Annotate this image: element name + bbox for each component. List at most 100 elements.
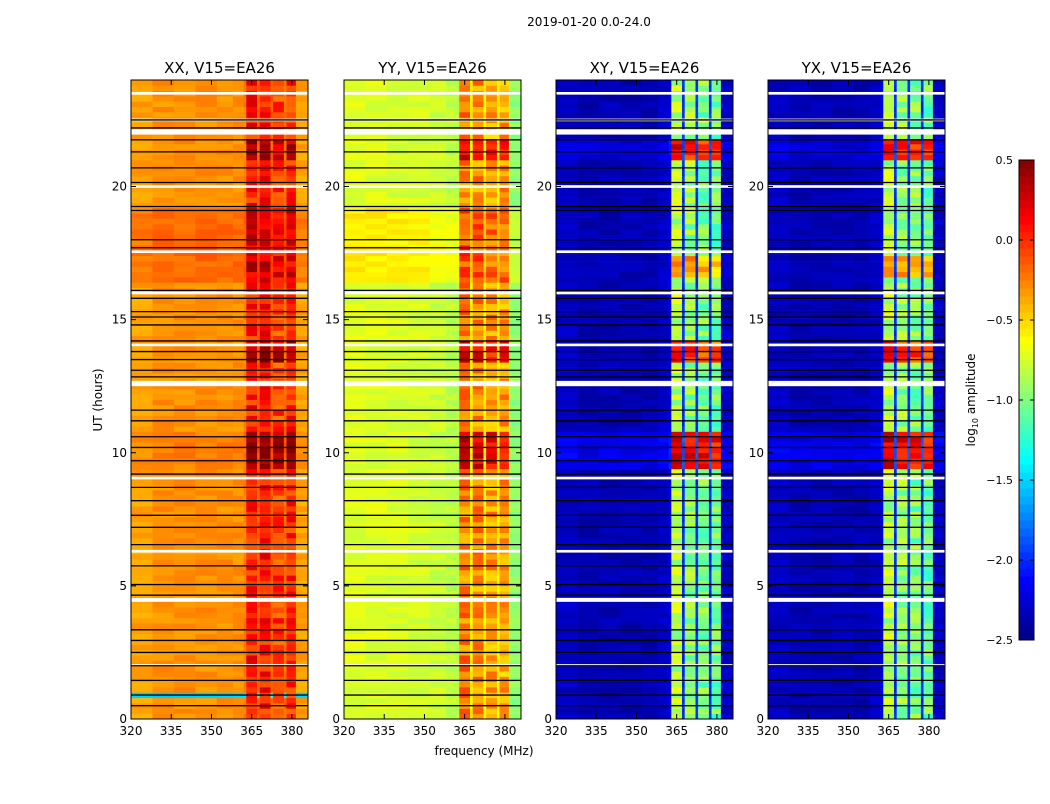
heatmap-cell [473, 447, 484, 453]
heatmap-cell [131, 277, 153, 283]
heatmap-cell [685, 618, 696, 624]
heatmap-cell [712, 527, 722, 533]
heatmap-cell [599, 394, 621, 400]
heatmap-cell [671, 410, 682, 416]
heatmap-cell [244, 155, 247, 161]
heatmap-cell [273, 559, 284, 565]
heatmap-cell [174, 171, 196, 177]
heatmap-cell [430, 517, 447, 523]
heatmap-cell [473, 266, 484, 272]
heatmap-cell [470, 575, 473, 581]
heatmap-cell [174, 298, 196, 304]
heatmap-cell [500, 373, 510, 379]
heatmap-cell [620, 618, 642, 624]
heatmap-cell [500, 501, 510, 507]
heatmap-cell [556, 655, 578, 661]
heatmap-cell [153, 618, 175, 624]
heatmap-cell [500, 645, 510, 651]
heatmap-cell [131, 586, 153, 592]
heatmap-cell [620, 613, 642, 619]
heatmap-cell [366, 437, 388, 443]
heatmap-cell [430, 410, 447, 416]
heatmap-cell [682, 325, 685, 331]
heatmap-cell [296, 511, 309, 517]
heatmap-cell [721, 666, 734, 672]
heatmap-cell [287, 352, 297, 358]
heatmap-cell [599, 330, 621, 336]
heatmap-cell [131, 112, 153, 118]
heatmap-cell [457, 463, 460, 469]
heatmap-cell [131, 682, 153, 688]
heatmap-cell [131, 634, 153, 640]
heatmap-cell [408, 634, 430, 640]
heatmap-cell [712, 698, 722, 704]
heatmap-cell [233, 676, 244, 682]
heatmap-cell [273, 389, 284, 395]
heatmap-cell [131, 666, 153, 672]
heatmap-cell [174, 352, 196, 358]
heatmap-cell [430, 144, 447, 150]
heatmap-cell [457, 501, 460, 507]
heatmap-cell [260, 527, 271, 533]
heatmap-cell [344, 591, 366, 597]
heatmap-cell [195, 256, 217, 262]
heatmap-cell [244, 607, 247, 613]
heatmap-cell [366, 400, 388, 406]
heatmap-cell [287, 80, 297, 86]
heatmap-cell [500, 506, 510, 512]
heatmap-cell [260, 325, 271, 331]
heatmap-cell [470, 591, 473, 597]
heatmap-cell [344, 96, 366, 102]
heatmap-cell [153, 687, 175, 693]
heatmap-cell [195, 101, 217, 107]
heatmap-cell [153, 272, 175, 278]
heatmap-cell [470, 282, 473, 288]
heatmap-cell [459, 666, 470, 672]
heatmap-cell [174, 197, 196, 203]
heatmap-cell [459, 708, 470, 714]
heatmap-cell [217, 394, 234, 400]
heatmap-cell [642, 623, 659, 629]
heatmap-cell [366, 453, 388, 459]
heatmap-cell [446, 453, 457, 459]
heatmap-cell [387, 666, 409, 672]
heatmap-cell [287, 362, 297, 368]
heatmap-cell [260, 85, 271, 91]
heatmap-cell [671, 389, 682, 395]
heatmap-cell [658, 554, 669, 560]
heatmap-cell [721, 581, 734, 587]
heatmap-cell [556, 447, 578, 453]
heatmap-cell [556, 559, 578, 565]
heatmap-cell [260, 618, 271, 624]
heatmap-cell [486, 437, 497, 443]
heatmap-cell [174, 240, 196, 246]
heatmap-cell [685, 453, 696, 459]
heatmap-cell [366, 602, 388, 608]
heatmap-cell [457, 155, 460, 161]
heatmap-cell [246, 107, 257, 113]
heatmap-cell [712, 330, 722, 336]
heatmap-cell [287, 527, 297, 533]
heatmap-cell [195, 511, 217, 517]
heatmap-cell [642, 490, 659, 496]
heatmap-cell [459, 213, 470, 219]
heatmap-cell [153, 192, 175, 198]
heatmap-cell [470, 176, 473, 182]
heatmap-cell [669, 533, 672, 539]
heatmap-cell [509, 602, 522, 608]
heatmap-cell [217, 602, 234, 608]
heatmap-cell [642, 698, 659, 704]
heatmap-cell [500, 613, 510, 619]
heatmap-cell [500, 96, 510, 102]
heatmap-cell [578, 410, 600, 416]
heatmap-cell [457, 325, 460, 331]
heatmap-cell [244, 613, 247, 619]
heatmap-cell [153, 112, 175, 118]
heatmap-cell [366, 330, 388, 336]
heatmap-cell [296, 527, 309, 533]
heatmap-cell [459, 352, 470, 358]
heatmap-cell [195, 112, 217, 118]
heatmap-cell [473, 591, 484, 597]
heatmap-cell [257, 506, 260, 512]
heatmap-cell [430, 698, 447, 704]
